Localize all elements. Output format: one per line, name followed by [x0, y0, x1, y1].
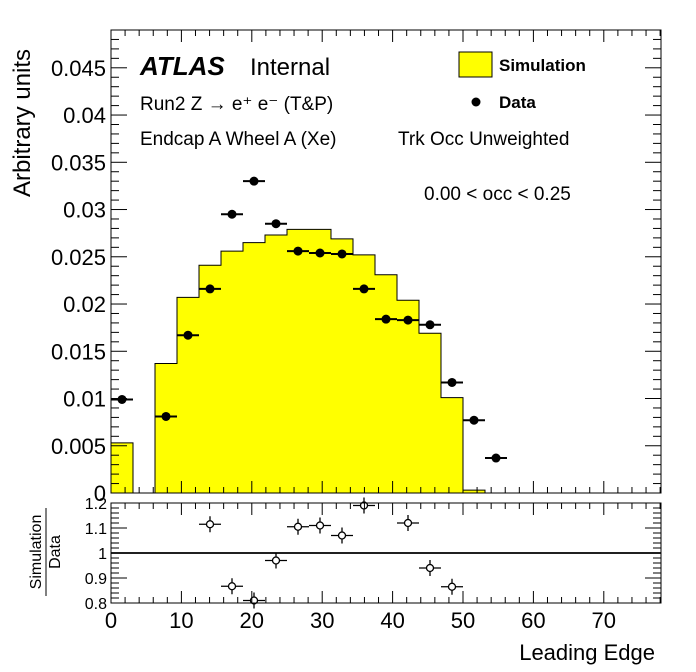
- ratio-point: [447, 582, 457, 591]
- legend-data-marker: [471, 97, 481, 107]
- data-point: [469, 415, 479, 425]
- data-point: [183, 330, 193, 340]
- y-tick-label: 0.01: [63, 387, 106, 412]
- data-point: [337, 249, 347, 259]
- data-point: [117, 394, 127, 404]
- simulation-bin: [331, 238, 353, 493]
- data-points: [111, 176, 507, 463]
- simulation-histogram: [110, 228, 486, 494]
- data-point: [381, 314, 391, 324]
- ratio-y-tick-labels: 0.8 0.9 1 1.1 1.2: [85, 496, 107, 613]
- data-point: [315, 248, 325, 258]
- ratio-point: [205, 520, 215, 529]
- ratio-y-tick-label: 0.8: [85, 596, 107, 613]
- x-axis-title: Leading Edge: [519, 640, 655, 665]
- y-tick-label: 0.045: [51, 56, 106, 81]
- x-tick-label: 0: [105, 608, 117, 633]
- ratio-point: [425, 563, 435, 573]
- ratio-y-axis-title: Simulation Data: [28, 508, 64, 596]
- simulation-bin: [375, 274, 397, 493]
- data-point: [293, 246, 303, 256]
- data-point: [227, 209, 237, 219]
- internal-label: Internal: [250, 54, 330, 81]
- x-tick-label: 60: [521, 608, 545, 633]
- main-panel: 0 0.005 0.01 0.015 0.02 0.025 0.03 0.035 0.04 0.0…: [9, 29, 662, 506]
- simulation-bin: [265, 235, 287, 494]
- simulation-bin: [155, 363, 177, 493]
- simulation-bin: [111, 442, 133, 493]
- main-x-ticks: [110, 30, 661, 493]
- simulation-bin: [221, 251, 243, 493]
- y-tick-label: 0.005: [51, 434, 106, 459]
- simulation-outline: [110, 228, 486, 494]
- data-point: [491, 453, 501, 463]
- simulation-bin: [419, 333, 441, 493]
- simulation-bin: [177, 297, 199, 493]
- ratio-point: [271, 556, 281, 565]
- simulation-bin: [397, 300, 419, 493]
- simulation-bin: [463, 490, 485, 493]
- main-frame: [110, 29, 662, 494]
- y-tick-label: 0.025: [51, 245, 106, 270]
- occupancy-cut-label: 0.00 < occ < 0.25: [424, 184, 571, 205]
- simulation-bin: [199, 265, 221, 493]
- x-tick-label: 30: [310, 608, 334, 633]
- data-point: [403, 315, 413, 325]
- run-label: Run2 Z → e⁺ e⁻ (T&P): [140, 94, 333, 115]
- ratio-point: [337, 531, 347, 540]
- ratio-y-ticks: [111, 502, 661, 604]
- simulation-bin: [287, 229, 309, 493]
- legend-simulation-swatch: [458, 51, 493, 78]
- ratio-point: [315, 521, 325, 530]
- region-label: Endcap A Wheel A (Xe): [140, 129, 336, 150]
- legend-data-label: Data: [499, 93, 536, 112]
- y-tick-label: 0.035: [51, 150, 106, 175]
- ratio-y-numerator: Simulation: [28, 515, 45, 590]
- ratio-point: [227, 582, 237, 591]
- ratio-y-tick-label: 0.9: [85, 571, 107, 588]
- data-point: [161, 411, 171, 421]
- y-tick-label: 0.03: [63, 198, 106, 223]
- y-tick-label: 0.02: [63, 292, 106, 317]
- data-point: [249, 176, 259, 186]
- legend-simulation-label: Simulation: [499, 56, 586, 75]
- ratio-point: [403, 518, 413, 528]
- data-point: [425, 320, 435, 330]
- ratio-y-denominator: Data: [47, 535, 64, 569]
- main-y-ticks: [111, 38, 661, 494]
- simulation-bin: [309, 229, 331, 493]
- simulation-bin: [243, 242, 265, 493]
- weighting-label: Trk Occ Unweighted: [398, 129, 569, 150]
- main-y-tick-labels: 0 0.005 0.01 0.015 0.02 0.025 0.03 0.035 0.04 0.0…: [51, 56, 106, 506]
- data-point: [271, 219, 281, 229]
- x-tick-label: 10: [169, 608, 193, 633]
- x-tick-label: 70: [592, 608, 616, 633]
- y-tick-label: 0.04: [63, 103, 106, 128]
- data-point: [447, 377, 457, 387]
- ratio-y-tick-label: 1: [98, 546, 107, 563]
- data-point: [359, 284, 369, 294]
- x-tick-labels: 0 10 20 30 40 50 60 70: [105, 608, 616, 633]
- ratio-x-ticks: [110, 503, 661, 603]
- y-tick-label: 0.015: [51, 339, 106, 364]
- ratio-point: [293, 522, 303, 531]
- ratio-y-tick-label: 1.2: [85, 496, 107, 513]
- x-tick-label: 20: [240, 608, 264, 633]
- y-tick-label: 0: [94, 481, 106, 506]
- simulation-bin: [353, 254, 375, 493]
- simulation-bin: [441, 397, 463, 493]
- y-axis-title: Arbitrary units: [9, 49, 36, 197]
- ratio-panel: 0.8 0.9 1 1.1 1.2 0 10 20 30 40 50 60 70 Simulation…: [28, 496, 662, 665]
- legend: Simulation Data: [458, 51, 586, 112]
- x-tick-label: 40: [380, 608, 404, 633]
- data-point: [205, 284, 215, 294]
- x-tick-label: 50: [451, 608, 475, 633]
- atlas-label: ATLAS: [139, 51, 225, 81]
- ratio-y-tick-label: 1.1: [85, 521, 107, 538]
